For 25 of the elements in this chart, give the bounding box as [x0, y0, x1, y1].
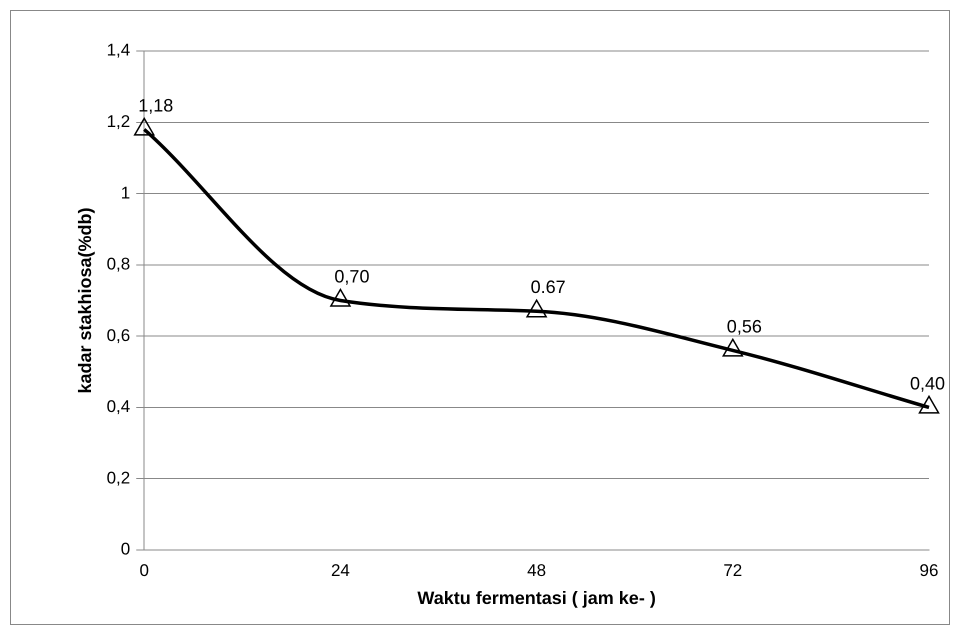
y-tick-label: 0 — [120, 540, 130, 559]
x-tick-label: 48 — [527, 560, 546, 580]
y-tick-label: 0,2 — [106, 468, 130, 488]
data-label: 0,40 — [910, 373, 946, 394]
point — [722, 338, 744, 357]
y-tick-label: 1,2 — [106, 112, 130, 131]
y-axis-title: kadar stakhiosa(%db) — [74, 207, 95, 394]
y-tick-label: 0,8 — [106, 254, 130, 274]
point — [918, 396, 940, 414]
data-label: 0.67 — [530, 277, 566, 298]
data-label: 0,56 — [726, 316, 762, 336]
point — [526, 299, 547, 318]
y-tick-label: 1 — [120, 183, 130, 202]
point — [330, 288, 351, 307]
x-tick-label: 24 — [330, 560, 350, 580]
x-tick-label: 72 — [723, 560, 742, 580]
y-tick-label: 0,6 — [106, 326, 130, 345]
y-tick-label: 1,4 — [106, 40, 130, 60]
x-tick-label: 96 — [920, 560, 938, 580]
y-tick-label: 0,4 — [106, 397, 130, 416]
data-label: 0,70 — [334, 266, 370, 286]
point — [134, 118, 155, 136]
data-label: 1,18 — [138, 95, 174, 116]
x-axis-title: Waktu fermentasi ( jam ke- ) — [417, 588, 656, 608]
x-tick-label: 0 — [140, 560, 149, 580]
